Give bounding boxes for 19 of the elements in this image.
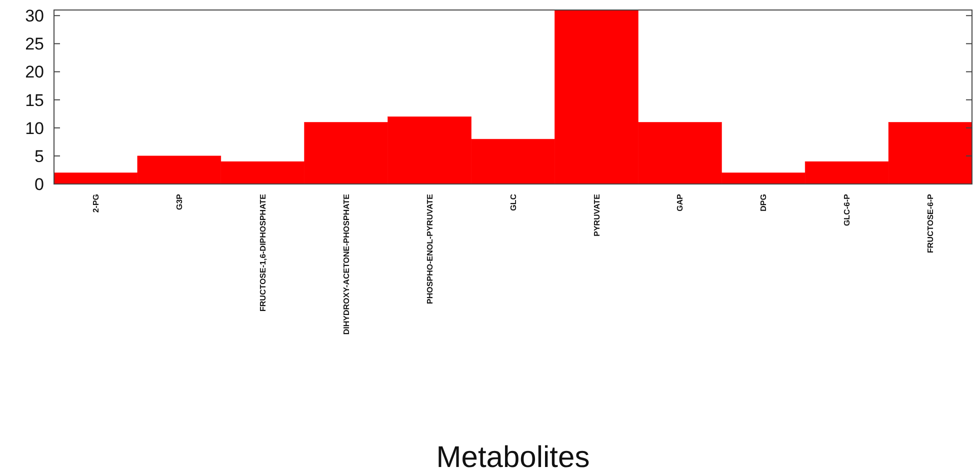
x-axis-title: Metabolites xyxy=(436,441,590,474)
x-tick-label: 2-PG xyxy=(92,194,101,213)
y-tick-label: 30 xyxy=(25,6,44,26)
y-tick-label: 10 xyxy=(25,118,44,138)
x-tick-label: DPG xyxy=(759,194,768,212)
x-tick-label: GLC-6-P xyxy=(842,193,852,226)
x-tick-label: PHOSPHO-ENOL-PYRUVATE xyxy=(425,193,434,304)
x-tick-label: PYRUVATE xyxy=(592,193,602,236)
y-tick-label: 20 xyxy=(25,62,44,82)
x-tick-label: G3P xyxy=(174,193,184,210)
x-tick-label: FRUCTOSE-1,6-DIPHOSPHATE xyxy=(258,193,268,312)
x-tick-label: DIHYDROXY-ACETONE-PHOSPHATE xyxy=(342,193,351,335)
x-tick-label: GLC xyxy=(508,194,518,211)
x-tick-label: FRUCTOSE-6-P xyxy=(926,193,936,253)
y-tick-label: 0 xyxy=(34,174,44,194)
y-tick-label: 25 xyxy=(25,34,44,54)
x-tick-label: GAP xyxy=(676,193,685,212)
y-tick-label: 5 xyxy=(34,146,44,166)
y-tick-label: 15 xyxy=(25,90,44,110)
